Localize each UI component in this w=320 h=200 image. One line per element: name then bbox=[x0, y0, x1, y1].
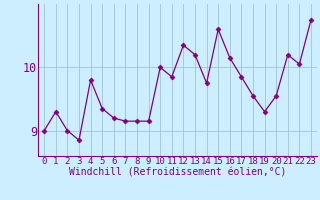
X-axis label: Windchill (Refroidissement éolien,°C): Windchill (Refroidissement éolien,°C) bbox=[69, 168, 286, 178]
